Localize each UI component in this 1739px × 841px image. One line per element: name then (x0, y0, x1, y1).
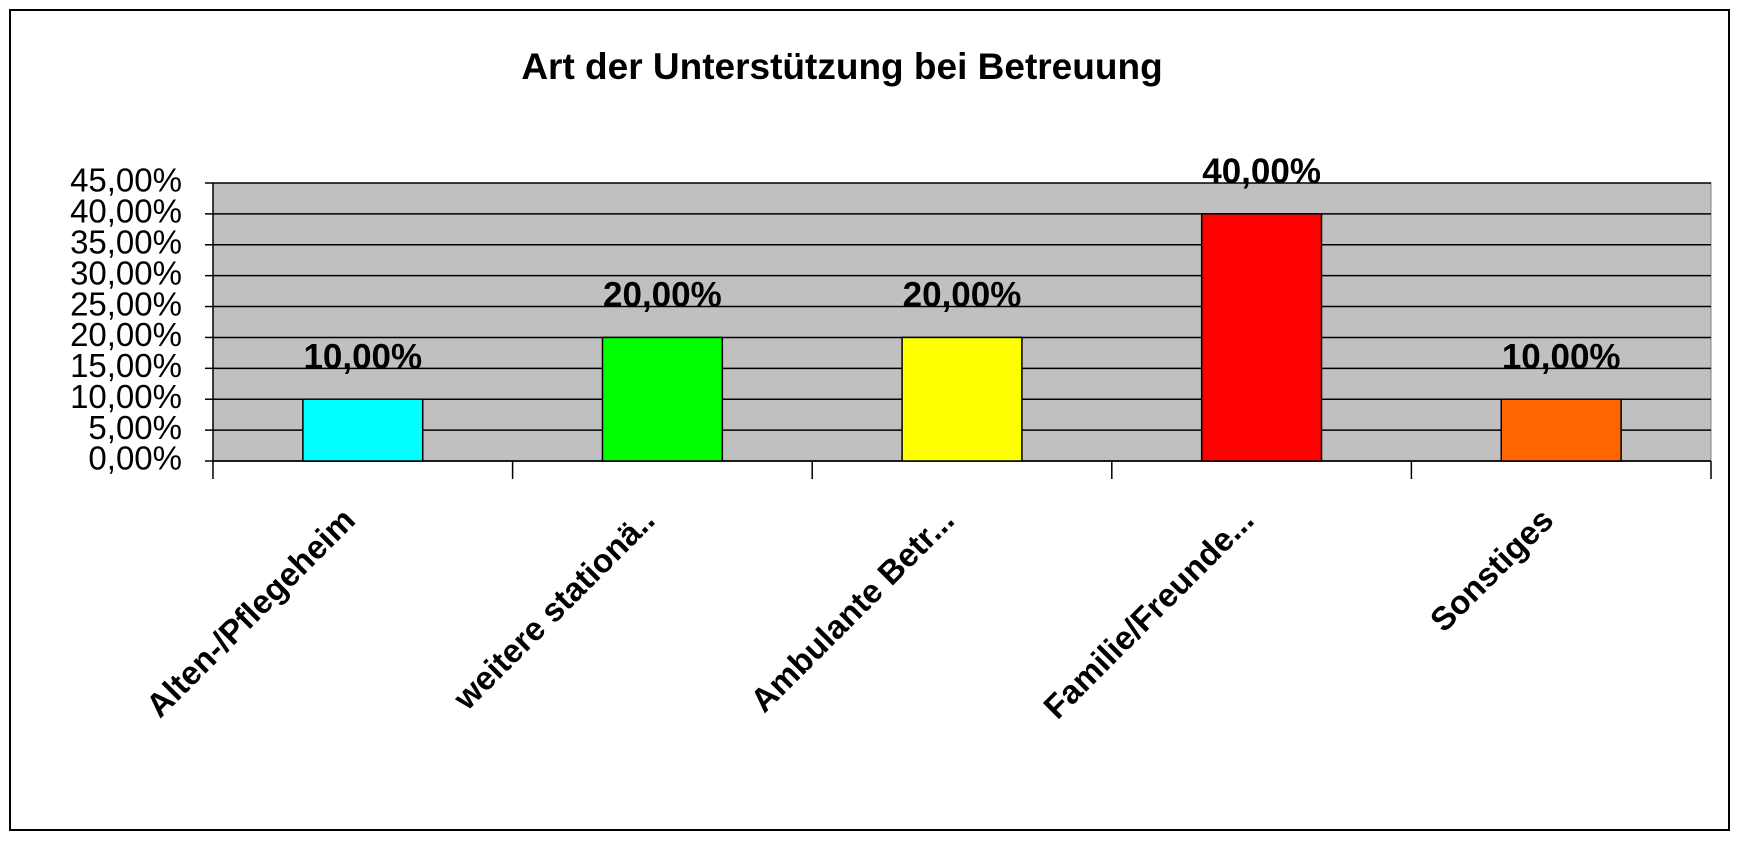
chart-title: Art der Unterstützung bei Betreuung (521, 46, 1162, 87)
bar (601, 336, 724, 462)
y-tick-label: 45,00% (70, 162, 182, 199)
y-tick-label: 35,00% (70, 223, 182, 260)
data-label: 10,00% (1502, 337, 1621, 376)
y-tick-label: 5,00% (88, 409, 182, 446)
y-tick-label: 15,00% (70, 347, 182, 384)
y-tick-label: 20,00% (70, 316, 182, 353)
y-tick-label: 0,00% (88, 440, 182, 477)
data-label: 20,00% (903, 276, 1022, 315)
y-tick-label: 25,00% (70, 285, 182, 322)
bar (901, 336, 1023, 462)
y-tick-label: 40,00% (70, 193, 182, 230)
bar (302, 398, 424, 462)
bar (1200, 213, 1323, 462)
data-label: 20,00% (603, 276, 722, 315)
y-tick-label: 30,00% (70, 254, 182, 291)
y-tick-label: 10,00% (70, 378, 182, 415)
data-label: 10,00% (303, 337, 422, 376)
bar (1500, 398, 1622, 462)
data-label: 40,00% (1202, 152, 1321, 191)
